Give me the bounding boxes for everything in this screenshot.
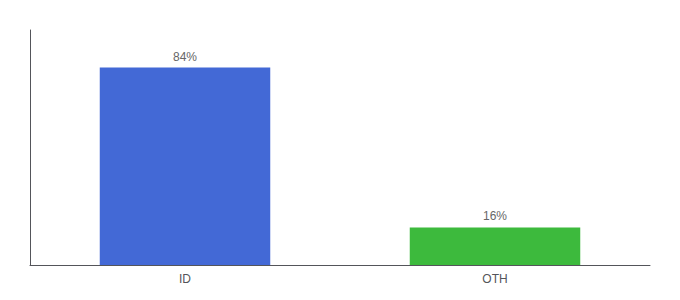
- svg-text:16%: 16%: [483, 209, 507, 223]
- svg-text:84%: 84%: [173, 50, 197, 64]
- svg-text:OTH: OTH: [482, 272, 507, 286]
- svg-text:ID: ID: [179, 272, 191, 286]
